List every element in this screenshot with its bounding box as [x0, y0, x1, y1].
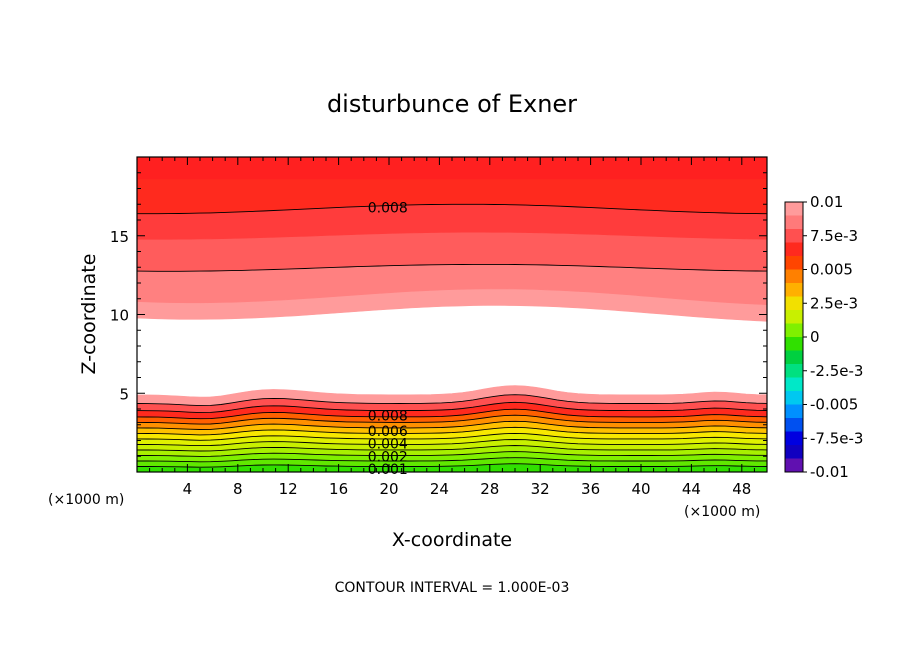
- y-axis-unit-right: (×1000 m): [684, 504, 760, 520]
- contour-label: 0.008: [368, 408, 408, 424]
- contour-line: [137, 394, 767, 407]
- x-tick-label: 12: [279, 480, 298, 498]
- contour-lines: [137, 203, 767, 468]
- colorbar-swatch: [785, 391, 803, 405]
- x-tick-label: 24: [430, 480, 449, 498]
- y-axis-label: Z-coordinate: [78, 254, 100, 375]
- y-tick-label: 15: [110, 228, 129, 246]
- x-tick-label: 40: [631, 480, 650, 498]
- colorbar-swatch: [785, 310, 803, 324]
- colorbar-swatch: [785, 323, 803, 338]
- contour-label: 0.002: [368, 449, 408, 465]
- x-tick-label: 32: [531, 480, 550, 498]
- contour-label: 0.006: [368, 424, 408, 440]
- y-tick-label: 5: [119, 385, 129, 403]
- chart-title: disturbunce of Exner: [327, 90, 577, 118]
- colorbar-swatch: [785, 202, 803, 216]
- colorbar-swatch: [785, 283, 803, 297]
- x-tick-label: 16: [329, 480, 348, 498]
- colorbar-swatch: [785, 229, 803, 243]
- contour-label: 0.008: [368, 200, 408, 216]
- colorbar-label: -2.5e-3: [810, 362, 863, 380]
- contour-line: [137, 439, 767, 447]
- contour-line: [137, 463, 767, 468]
- x-tick-label: 36: [581, 480, 600, 498]
- colorbar-swatch: [785, 350, 803, 365]
- x-tick-label: 48: [732, 480, 751, 498]
- contour-line: [137, 420, 767, 430]
- axis-ticks: [136, 156, 768, 473]
- colorbar: [784, 201, 804, 473]
- x-tick-label: 8: [233, 480, 243, 498]
- contour-line: [137, 426, 767, 436]
- contour-band-upper: [137, 157, 767, 180]
- x-tick-labels: 4 8 12 16 20 24 28 32 36 40 44 48: [183, 480, 752, 498]
- contour-label: 0.001: [368, 462, 408, 478]
- x-axis-unit-left: (×1000 m): [48, 492, 124, 508]
- contour-interval-note: CONTOUR INTERVAL = 1.000E-03: [335, 580, 570, 596]
- colorbar-label: 0.005: [810, 261, 853, 279]
- colorbar-swatch: [785, 256, 803, 270]
- y-tick-labels: 5 10 15: [110, 228, 129, 404]
- contour-line: [137, 263, 767, 272]
- y-tick-label: 10: [110, 307, 129, 325]
- contour-line: [137, 432, 767, 441]
- contour-line: [137, 408, 767, 420]
- contour-label: 0.004: [368, 437, 408, 453]
- contour-line: [137, 445, 767, 452]
- x-tick-label: 20: [379, 480, 398, 498]
- colorbar-swatch: [785, 431, 803, 446]
- colorbar-label: 0: [810, 328, 820, 346]
- colorbar-swatch: [785, 418, 803, 432]
- x-axis-label: X-coordinate: [392, 529, 512, 551]
- colorbar-swatch: [785, 377, 803, 392]
- colorbar-label: 0.01: [810, 193, 843, 211]
- colorbar-swatch: [785, 215, 803, 230]
- colorbar-swatch: [785, 445, 803, 459]
- colorbar-label: -0.005: [810, 396, 858, 414]
- contour-line: [137, 203, 767, 215]
- colorbar-swatch: [785, 364, 803, 378]
- colorbar-label: 7.5e-3: [810, 227, 858, 245]
- colorbar-label: -0.01: [810, 463, 849, 481]
- colorbar-swatch: [785, 337, 803, 351]
- x-tick-label: 44: [682, 480, 701, 498]
- colorbar-label: -7.5e-3: [810, 429, 863, 447]
- colorbar-label: 2.5e-3: [810, 294, 858, 312]
- contour-line: [137, 414, 767, 425]
- colorbar-swatch: [785, 242, 803, 257]
- colorbar-swatch: [785, 269, 803, 284]
- x-tick-label: 4: [183, 480, 193, 498]
- contour-line: [137, 451, 767, 457]
- colorbar-swatch: [785, 458, 803, 473]
- colorbar-swatch: [785, 296, 803, 311]
- colorbar-swatch: [785, 404, 803, 419]
- x-tick-label: 28: [480, 480, 499, 498]
- contour-line: [137, 457, 767, 463]
- colorbar-labels: 0.01 7.5e-3 0.005 2.5e-3 0 -2.5e-3 -0.005 -7.5e…: [803, 193, 863, 481]
- contour-line: [137, 401, 767, 414]
